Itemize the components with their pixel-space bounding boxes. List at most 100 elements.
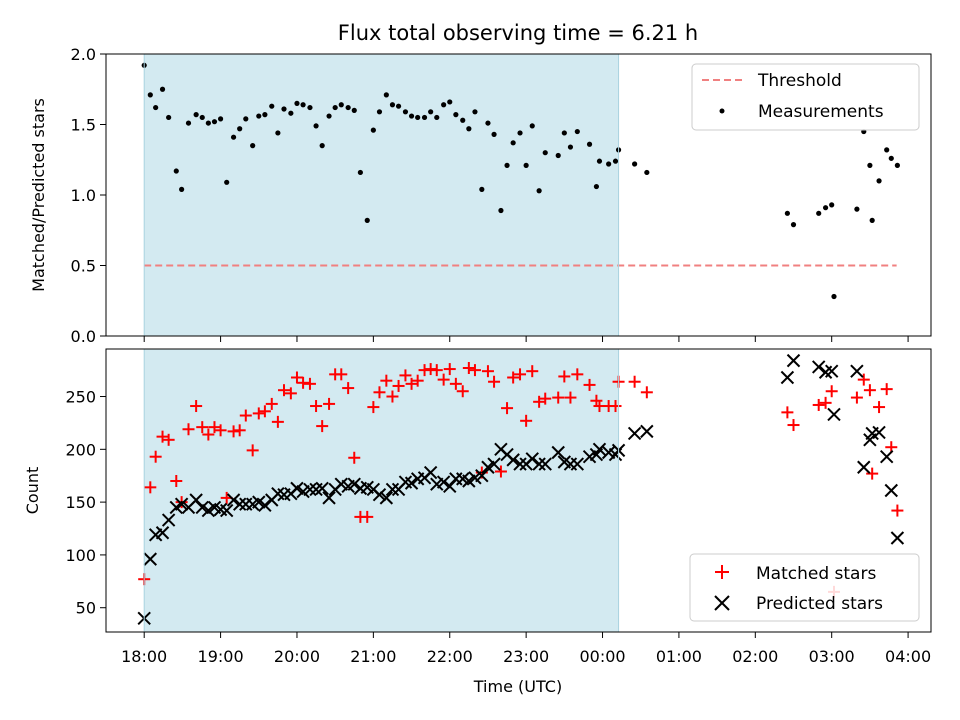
matched-stars-point [323, 397, 336, 410]
x-tick-label: 01:00 [656, 647, 702, 666]
y-tick-label: 250 [65, 388, 96, 407]
measurements-point [230, 134, 237, 140]
measurements-point [460, 117, 466, 123]
matched-stars-point [271, 415, 284, 428]
measurements-point [510, 140, 516, 146]
chart-title: Flux total observing time = 6.21 h [338, 21, 698, 45]
matched-stars-point [208, 421, 221, 434]
measurements-point [567, 144, 574, 150]
matched-stars-point [857, 373, 870, 386]
x-tick-label: 02:00 [732, 647, 778, 666]
predicted-stars-point [872, 425, 886, 440]
matched-stars-point [501, 402, 514, 415]
y-tick-label: 0.0 [71, 327, 96, 346]
measurements-point [370, 127, 376, 133]
measurements-point [173, 168, 179, 174]
measurements-point [159, 86, 166, 92]
measurements-point [586, 141, 593, 147]
matched-stars-point [196, 421, 209, 434]
matched-stars-point [170, 474, 183, 487]
matched-stars-point [156, 430, 169, 443]
y-tick-label: 1.5 [71, 116, 96, 135]
measurements-point [517, 130, 523, 136]
matched-stars-point [488, 375, 501, 388]
predicted-stars-point [322, 491, 336, 505]
bottom-y-axis-label: Count [23, 467, 42, 515]
measurements-point [237, 126, 243, 132]
matched-stars-point [239, 409, 252, 422]
matched-stars-point [880, 383, 893, 396]
predicted-stars-point [570, 457, 585, 471]
count-points [137, 353, 905, 625]
top-x-ticks [143, 336, 909, 342]
measurements-point [606, 161, 612, 167]
matched-stars-point [316, 420, 329, 433]
matched-stars-point [787, 419, 800, 432]
x-tick-label: 00:00 [579, 647, 625, 666]
top-shaded-span [144, 54, 619, 336]
matched-stars-point [284, 387, 297, 400]
predicted-stars-point [155, 526, 170, 540]
matched-stars-point [342, 382, 355, 395]
measurements-point [179, 186, 185, 192]
matched-stars-point [558, 370, 571, 383]
predicted-stars-point [824, 364, 839, 378]
measurements-point [479, 186, 485, 192]
measurements-point [185, 120, 192, 126]
bottom-panel: 50 100 150 200 250 18:00 19:00 20:00 21:00 22:00… [23, 348, 932, 696]
measurements-point [644, 169, 650, 176]
matched-stars-point [456, 385, 469, 398]
top-plot-frame [105, 53, 932, 337]
matched-stars-point [850, 391, 863, 404]
matched-stars-point [335, 368, 348, 381]
predicted-stars-point [423, 465, 438, 480]
measurements-point [153, 104, 159, 111]
measurements-point [243, 116, 249, 122]
matched-stars-point [246, 444, 259, 457]
matched-stars-point [149, 450, 162, 463]
matched-stars-point [405, 377, 418, 390]
y-tick-label: 1.0 [71, 186, 96, 205]
predicted-stars-point [232, 497, 247, 511]
measurements-point [596, 158, 603, 164]
matched-stars-point [507, 371, 520, 384]
predicted-stars-point [379, 491, 394, 505]
measurements-point [147, 92, 153, 98]
measurements-point [307, 104, 313, 111]
matched-stars-point [258, 405, 271, 418]
matched-stars-point [533, 395, 546, 408]
measurements-point [357, 169, 363, 176]
matched-stars-point [863, 384, 876, 397]
measurements-point [199, 114, 205, 121]
measurements-point [632, 161, 638, 167]
matched-stars-point [640, 386, 653, 399]
predicted-stars-point [475, 469, 489, 483]
matched-stars-point [873, 401, 886, 414]
bottom-legend: Matched stars Predicted stars [689, 553, 920, 622]
matched-stars-point [227, 425, 240, 438]
matched-stars-point [866, 467, 879, 480]
x-tick-label: 21:00 [350, 647, 396, 666]
y-tick-label: 50 [76, 599, 96, 618]
matched-stars-point [443, 363, 456, 376]
measurements-point [491, 131, 497, 137]
measurements-point [867, 162, 873, 168]
measurements-point [351, 107, 357, 113]
top-y-axis-label: Matched/Predicted stars [29, 98, 48, 292]
matched-stars-point [190, 400, 203, 413]
measurements-point [466, 126, 472, 132]
matched-stars-point [386, 390, 399, 403]
measurements-point [822, 205, 829, 211]
measurements-point [612, 158, 619, 164]
measurements-point [395, 103, 402, 109]
measurements-point [211, 119, 218, 125]
matched-stars-point [552, 391, 565, 404]
predicted-stars-point [404, 476, 419, 490]
predicted-stars-point [532, 457, 546, 471]
predicted-stars-point [786, 353, 801, 368]
predicted-stars-point [538, 457, 552, 471]
predicted-stars-point [347, 477, 361, 491]
measurements-point [542, 150, 548, 156]
matched-stars-point [781, 406, 794, 419]
predicted-stars-point [592, 442, 607, 457]
